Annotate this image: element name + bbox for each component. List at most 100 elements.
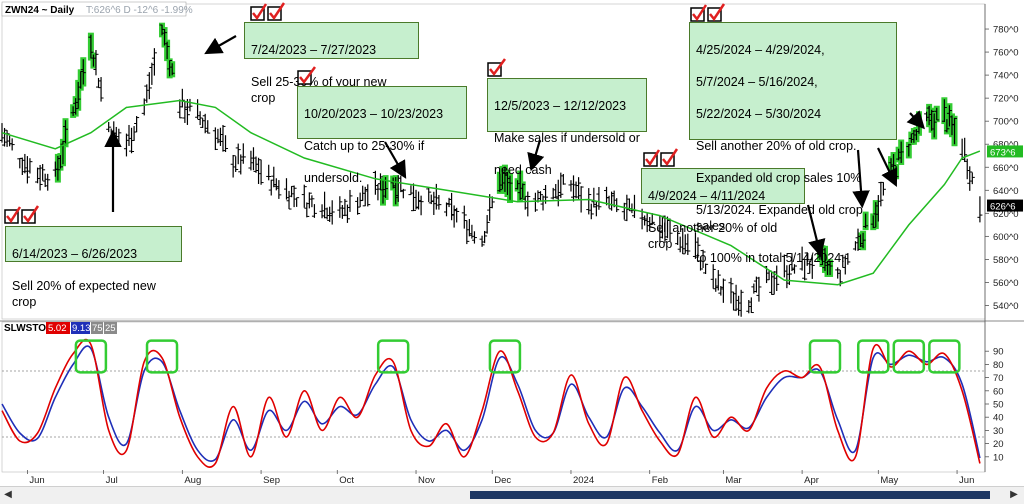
- annotation-arrow: [806, 204, 826, 258]
- axes: 540^0 560^0 580^0 600^0 620^0 640^0 660^0 680^0…: [0, 4, 1024, 486]
- price-tick-label: 760^0: [993, 48, 1019, 59]
- ma-value-badge: [987, 145, 1023, 158]
- annotation-box: 7/24/2023 – 7/27/2023 Sell 25-30% of you…: [244, 22, 419, 105]
- annotation-line: 5/22/2024 – 5/30/2024: [696, 107, 822, 121]
- annotation-box: 6/14/2023 – 6/26/2023 Sell 20% of expect…: [5, 226, 182, 309]
- checkbox-check-icon: [690, 3, 726, 22]
- last-price-label: 626^6: [990, 202, 1016, 213]
- price-tick-label: 600^0: [993, 232, 1019, 243]
- signal-box: [808, 339, 842, 374]
- annotation-line: 10/20/2023 – 10/23/2023: [304, 107, 444, 121]
- x-tick-label: 2024: [573, 475, 594, 486]
- price-tick-label: 560^0: [993, 278, 1019, 289]
- price-tick-label: 680^0: [993, 140, 1019, 151]
- checkbox-check-icon: [4, 205, 40, 224]
- annotation-box: 10/20/2023 – 10/23/2023 Catch up to 25-3…: [297, 86, 467, 185]
- annotation-box: 4/9/2024 – 4/11/2024 Sell another 20% of…: [641, 168, 805, 251]
- annotation-line: Sell another 20% of old crop.: [696, 139, 857, 153]
- annotation-line: 7/24/2023 – 7/27/2023: [251, 43, 377, 57]
- price-tick-label: 640^0: [993, 186, 1019, 197]
- osc-tick-label: 80: [993, 360, 1004, 371]
- annotation-arrow: [906, 110, 925, 130]
- annotation-line: Catch up to 25-30% if: [304, 139, 425, 153]
- price-bars: [0, 24, 983, 317]
- upper-value: 75: [92, 323, 103, 334]
- scroll-left-icon[interactable]: ◀: [4, 489, 12, 500]
- lower-value: 25: [105, 323, 116, 334]
- annotation-arrow: [852, 149, 870, 209]
- osc-tick-label: 10: [993, 452, 1004, 463]
- annotation-arrows: [104, 35, 925, 258]
- price-tick-label: 780^0: [993, 25, 1019, 36]
- annotation-line: 6/14/2023 – 6/26/2023: [12, 247, 138, 261]
- indicator-name: SLWSTO: [4, 323, 46, 334]
- annotation-arrow: [877, 147, 898, 187]
- x-tick-label: Nov: [418, 475, 435, 486]
- d-line: [1, 345, 981, 463]
- osc-tick-label: 30: [993, 426, 1004, 437]
- signal-box: [74, 339, 108, 374]
- annotation-line: to 100% in total 5/14/2024.: [696, 251, 845, 265]
- price-tick-label: 620^0: [993, 209, 1019, 220]
- horizontal-scrollbar[interactable]: ◀ ▶: [0, 486, 1024, 504]
- lower-badge: [104, 322, 117, 334]
- x-tick-label: Apr: [804, 475, 819, 486]
- annotation-line: 4/9/2024 – 4/11/2024: [648, 189, 766, 203]
- x-tick-label: Feb: [652, 475, 668, 486]
- x-tick-label: Sep: [263, 475, 280, 486]
- upper-badge: [91, 322, 103, 334]
- symbol-label: ZWN24 ~ Daily: [5, 5, 75, 16]
- k-value: 5.02: [48, 323, 67, 334]
- signal-box: [488, 339, 522, 374]
- k-line: [1, 338, 981, 468]
- x-tick-label: Jun: [959, 475, 974, 486]
- d-badge: [71, 322, 90, 334]
- annotation-arrow: [204, 35, 237, 55]
- annotation-line: 5/7/2024 – 5/16/2024,: [696, 75, 818, 89]
- last-price-badge: [987, 199, 1023, 212]
- annotation-line: Sell 20% of expected new crop: [12, 279, 156, 309]
- annotation-arrow: [384, 141, 407, 179]
- annotation-line: undersold.: [304, 171, 363, 185]
- signal-box: [145, 339, 179, 374]
- quote-label: T:626^6 D -12^6 -1.99%: [86, 5, 193, 16]
- annotation-line: 12/5/2023 – 12/12/2023: [494, 99, 627, 113]
- price-tick-label: 540^0: [993, 301, 1019, 312]
- scrollbar-thumb[interactable]: [470, 491, 990, 499]
- x-tick-label: Mar: [725, 475, 741, 486]
- osc-tick-label: 70: [993, 373, 1004, 384]
- scroll-right-icon[interactable]: ▶: [1010, 489, 1018, 500]
- price-tick-label: 700^0: [993, 117, 1019, 128]
- annotation-line: Expanded old crop sales 10%: [696, 171, 862, 185]
- checkbox-check-icon: [250, 2, 286, 21]
- annotation-line: 5/13/2024. Expanded old crop sales: [696, 203, 863, 233]
- x-tick-label: Aug: [184, 475, 201, 486]
- checkbox-check-icon: [487, 58, 507, 77]
- annotation-box: 12/5/2023 – 12/12/2023 Make sales if und…: [487, 78, 647, 177]
- moving-average: [1, 99, 981, 286]
- osc-tick-label: 50: [993, 400, 1004, 411]
- osc-tick-label: 40: [993, 413, 1004, 424]
- moving-average-line: [1, 99, 981, 286]
- x-tick-label: May: [880, 475, 898, 486]
- annotation-line: Make sales if undersold or: [494, 131, 640, 145]
- signal-box: [376, 339, 410, 374]
- signal-boxes: [74, 339, 961, 374]
- checkbox-check-icon: [643, 148, 679, 167]
- signal-box: [856, 339, 890, 374]
- x-tick-label: Jul: [106, 475, 118, 486]
- price-tick-label: 580^0: [993, 255, 1019, 266]
- annotation-line: 4/25/2024 – 4/29/2024,: [696, 43, 825, 57]
- checkbox-check-icon: [297, 66, 317, 85]
- annotation-line: Sell another 20% of old crop: [648, 221, 778, 251]
- osc-tick-label: 60: [993, 386, 1004, 397]
- x-tick-label: Oct: [339, 475, 354, 486]
- annotation-box: 4/25/2024 – 4/29/2024, 5/7/2024 – 5/16/2…: [689, 22, 897, 265]
- price-tick-label: 720^0: [993, 94, 1019, 105]
- price-tick-label: 740^0: [993, 71, 1019, 82]
- signal-box: [928, 339, 961, 374]
- osc-tick-label: 20: [993, 439, 1004, 450]
- annotation-line: need cash: [494, 163, 552, 177]
- d-value: 9.13: [72, 323, 91, 334]
- oscillator-lines: [1, 338, 981, 468]
